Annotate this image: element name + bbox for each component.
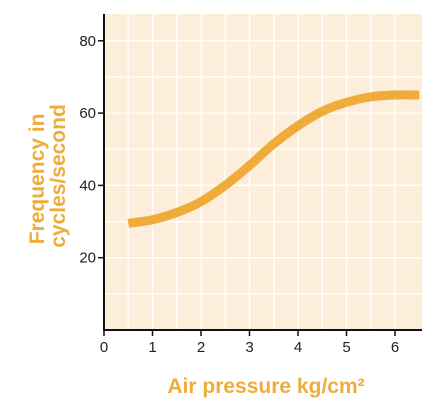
x-tick-label: 6: [391, 339, 399, 356]
y-tick-label: 80: [79, 33, 96, 50]
y-tick-label: 60: [79, 105, 96, 122]
y-tick-label: 40: [79, 177, 96, 194]
axes: [103, 14, 422, 331]
x-tick-label: 4: [294, 339, 302, 356]
x-tick-label: 2: [197, 339, 205, 356]
x-tick-label: 1: [148, 339, 156, 356]
series-line: [127, 90, 420, 228]
y-axis-title-line-1: Frequency in: [26, 114, 49, 245]
y-axis-title: Frequency in cycles/second: [26, 104, 70, 248]
y-tick-label: 20: [79, 250, 96, 267]
x-axis-title: Air pressure kg/cm²: [167, 375, 364, 398]
x-tick-label: 5: [342, 339, 350, 356]
x-tick-label: 0: [100, 339, 108, 356]
series: [127, 90, 420, 228]
y-axis-title-line-2: cycles/second: [47, 104, 70, 248]
x-tick-label: 3: [245, 339, 253, 356]
plot-background: [104, 14, 422, 330]
ticks: 0 1 2 3 4 5 6 20 40 60 80: [79, 33, 399, 356]
